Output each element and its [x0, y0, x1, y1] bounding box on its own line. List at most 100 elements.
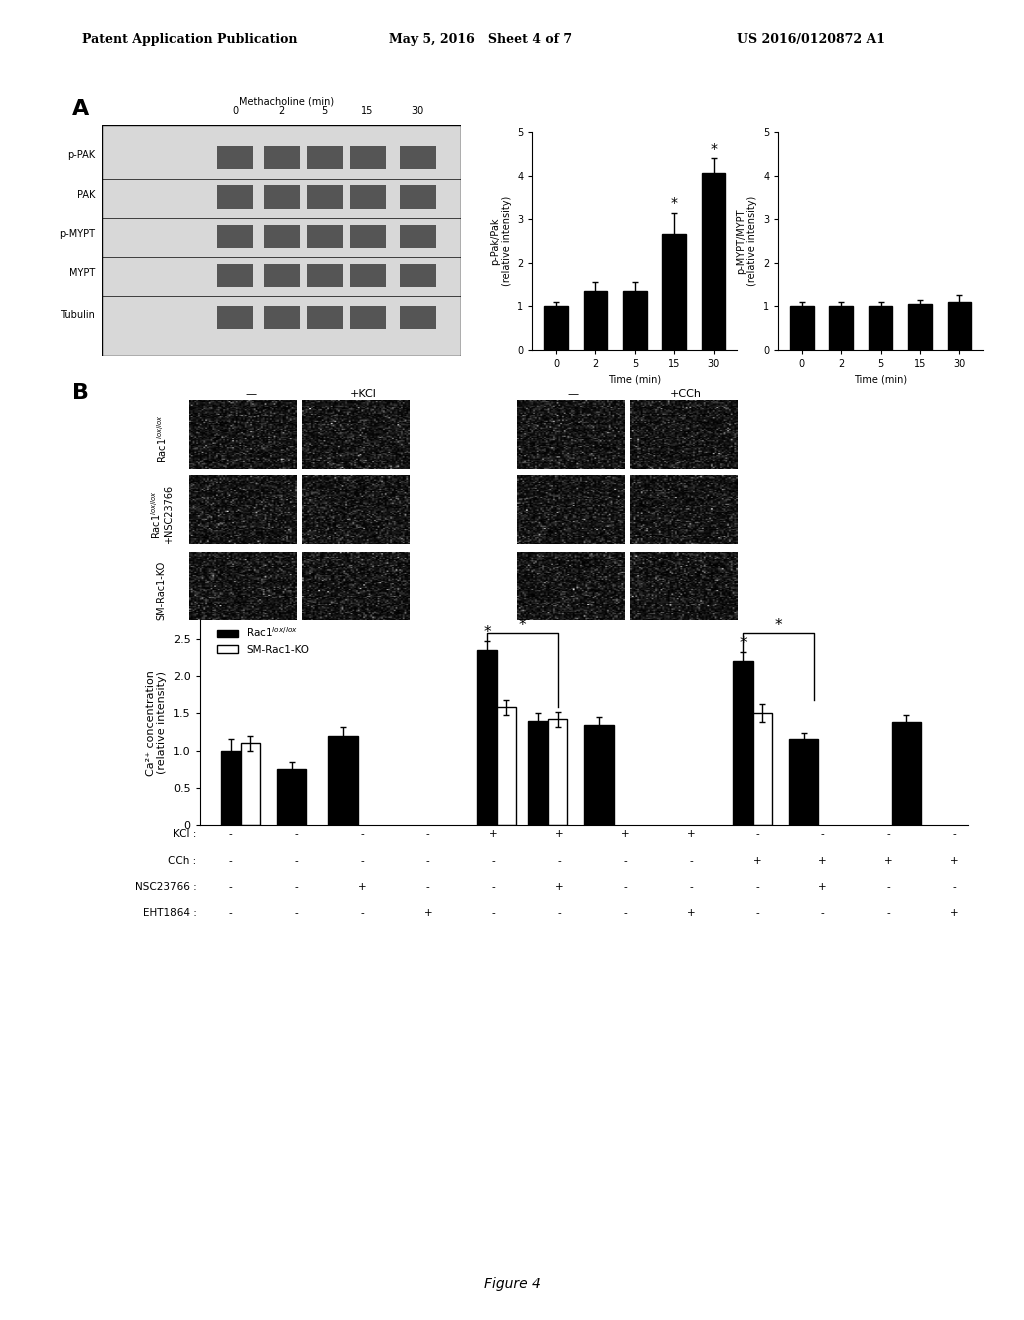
Text: CCh :: CCh :	[168, 855, 197, 866]
Text: *: *	[518, 618, 526, 634]
Text: +: +	[687, 908, 695, 919]
Text: -: -	[228, 908, 232, 919]
X-axis label: Time (min): Time (min)	[854, 375, 907, 384]
Text: -: -	[689, 855, 693, 866]
Text: -: -	[426, 829, 430, 840]
Text: +: +	[818, 882, 827, 892]
Text: EHT1864 :: EHT1864 :	[142, 908, 197, 919]
Bar	[892, 722, 921, 825]
Bar	[264, 186, 300, 209]
Text: -: -	[887, 908, 891, 919]
Bar	[217, 305, 253, 329]
Text: -: -	[492, 855, 496, 866]
Bar	[585, 725, 613, 825]
X-axis label: Time (min): Time (min)	[608, 375, 662, 384]
Text: Figure 4: Figure 4	[483, 1276, 541, 1291]
Bar	[701, 173, 725, 350]
Text: SM-Rac1-KO: SM-Rac1-KO	[157, 561, 167, 619]
Bar	[307, 305, 342, 329]
Bar	[264, 147, 300, 169]
Text: MYPT: MYPT	[69, 268, 95, 279]
Bar	[217, 224, 253, 248]
Bar	[349, 147, 385, 169]
Bar	[947, 302, 971, 350]
Text: -: -	[294, 908, 298, 919]
Bar	[264, 264, 300, 286]
Text: +: +	[424, 908, 432, 919]
Text: -: -	[492, 908, 496, 919]
Text: -: -	[426, 855, 430, 866]
Text: -: -	[426, 882, 430, 892]
Text: -: -	[887, 829, 891, 840]
Y-axis label: p-MYPT/MYPT
(relative intensity): p-MYPT/MYPT (relative intensity)	[736, 195, 758, 286]
Bar	[790, 739, 818, 825]
Bar	[584, 290, 607, 350]
Text: +: +	[555, 882, 564, 892]
Text: +KCl: +KCl	[350, 389, 377, 400]
Text: Methacholine (min): Methacholine (min)	[239, 96, 334, 107]
Text: -: -	[755, 829, 759, 840]
Text: *: *	[774, 618, 782, 634]
Text: +: +	[621, 829, 630, 840]
Text: -: -	[887, 882, 891, 892]
Text: -: -	[360, 908, 364, 919]
Bar	[477, 651, 497, 825]
Text: -: -	[624, 908, 627, 919]
Bar	[217, 264, 253, 286]
Bar	[264, 224, 300, 248]
Text: *: *	[739, 636, 746, 651]
Text: 0: 0	[232, 106, 238, 116]
Text: -: -	[755, 882, 759, 892]
Text: -: -	[689, 882, 693, 892]
Bar	[733, 661, 753, 825]
Bar	[399, 186, 435, 209]
Bar	[868, 306, 893, 350]
Bar	[663, 235, 686, 350]
Text: 30: 30	[412, 106, 424, 116]
Text: -: -	[294, 882, 298, 892]
Text: -: -	[821, 829, 824, 840]
Bar	[217, 147, 253, 169]
Text: -: -	[624, 855, 627, 866]
Text: Rac1$^{lox/lox}$: Rac1$^{lox/lox}$	[155, 413, 169, 463]
Bar	[264, 305, 300, 329]
Text: p-PAK: p-PAK	[68, 150, 95, 161]
Bar	[221, 751, 241, 825]
Text: -: -	[360, 855, 364, 866]
Text: +: +	[357, 882, 367, 892]
Bar	[623, 290, 647, 350]
Text: Tubulin: Tubulin	[60, 310, 95, 319]
Bar	[307, 186, 342, 209]
Text: NSC23766 :: NSC23766 :	[135, 882, 197, 892]
Bar	[528, 721, 548, 825]
Text: May 5, 2016   Sheet 4 of 7: May 5, 2016 Sheet 4 of 7	[389, 33, 572, 46]
Text: 5: 5	[322, 106, 328, 116]
Text: *: *	[671, 197, 678, 210]
Text: A: A	[72, 99, 89, 119]
Bar	[241, 743, 260, 825]
Text: US 2016/0120872 A1: US 2016/0120872 A1	[737, 33, 886, 46]
Bar	[829, 306, 853, 350]
Text: -: -	[952, 829, 956, 840]
Text: p-MYPT: p-MYPT	[59, 228, 95, 239]
Bar	[753, 713, 772, 825]
Text: -: -	[294, 829, 298, 840]
Text: +: +	[753, 855, 761, 866]
Bar	[278, 770, 306, 825]
Text: -: -	[952, 882, 956, 892]
Text: *: *	[483, 624, 490, 640]
Text: +: +	[950, 855, 958, 866]
Text: —: —	[246, 389, 256, 400]
Text: -: -	[755, 908, 759, 919]
Bar	[307, 147, 342, 169]
Text: KCl :: KCl :	[173, 829, 197, 840]
Text: -: -	[360, 829, 364, 840]
Text: PAK: PAK	[77, 190, 95, 199]
Text: Patent Application Publication: Patent Application Publication	[82, 33, 297, 46]
Text: -: -	[821, 908, 824, 919]
Text: 2: 2	[279, 106, 285, 116]
Text: +: +	[818, 855, 827, 866]
Text: -: -	[558, 908, 561, 919]
Bar	[548, 719, 567, 825]
Text: -: -	[294, 855, 298, 866]
